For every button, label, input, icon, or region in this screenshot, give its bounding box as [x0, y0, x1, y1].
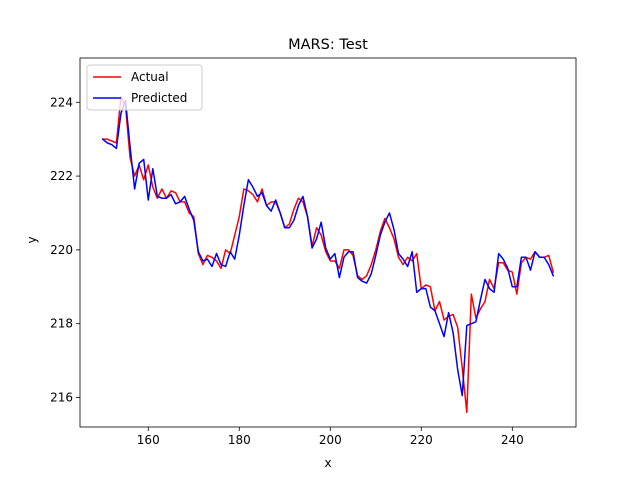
chart-title: MARS: Test	[288, 37, 368, 53]
x-tick-label: 220	[410, 433, 433, 447]
axes-frame	[79, 57, 577, 428]
legend-label-predicted: Predicted	[131, 91, 187, 105]
y-tick-label: 218	[50, 317, 73, 331]
x-tick-label: 200	[319, 433, 342, 447]
legend: Actual Predicted	[86, 64, 203, 111]
y-tick-label: 220	[50, 243, 73, 257]
x-tick-label: 240	[501, 433, 524, 447]
x-tick-label: 160	[137, 433, 160, 447]
axes: 160 180 200 220 240 216 218 220 222 224	[50, 57, 577, 447]
legend-label-actual: Actual	[131, 70, 169, 84]
plot-area	[101, 95, 555, 413]
y-axis-label: y	[25, 236, 39, 243]
y-tick-label: 216	[50, 390, 73, 404]
series-line-predicted	[101, 99, 555, 397]
y-tick-label: 222	[50, 169, 73, 183]
x-axis-label: x	[324, 456, 331, 470]
x-tick-label: 180	[228, 433, 251, 447]
y-tick-label: 224	[50, 95, 73, 109]
